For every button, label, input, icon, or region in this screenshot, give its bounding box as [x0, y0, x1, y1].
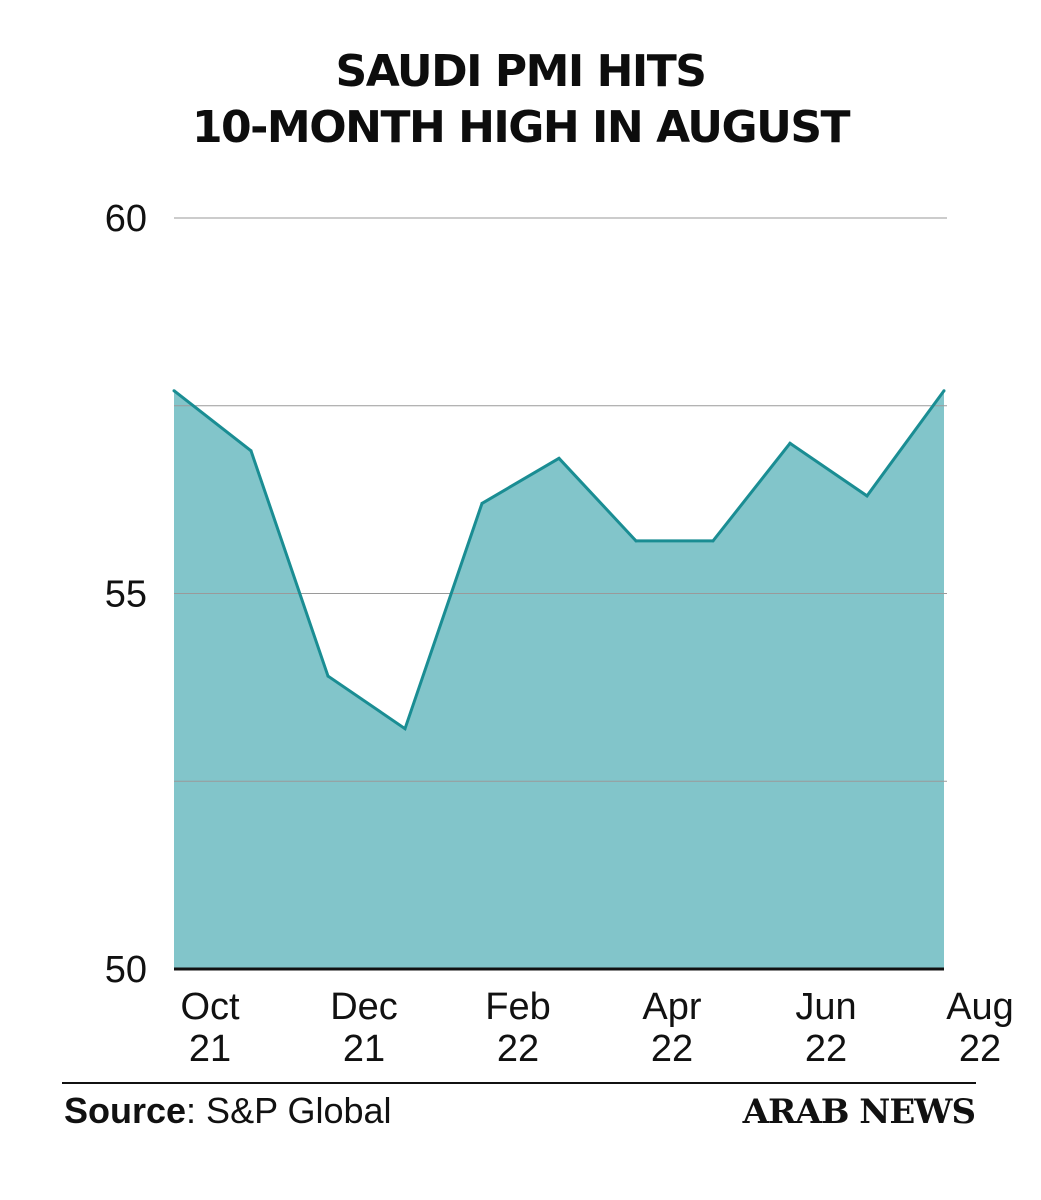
data-point	[249, 449, 253, 453]
x-tick-label-year: 22	[651, 1028, 693, 1070]
x-tick-label-year: 21	[343, 1028, 385, 1070]
x-tick-label-month: Oct	[180, 986, 240, 1028]
source-value: : S&P Global	[186, 1090, 392, 1131]
chart-title: SAUDI PMI HITS 10-MONTH HIGH IN AUGUST	[0, 44, 1041, 156]
title-line-1: SAUDI PMI HITS	[335, 46, 707, 97]
x-tick-label-month: Feb	[485, 986, 550, 1028]
data-point	[480, 501, 484, 505]
area-fill	[174, 390, 944, 969]
x-tick-label-month: Aug	[946, 986, 1014, 1028]
source-label: Source	[64, 1090, 187, 1131]
data-point	[172, 389, 176, 393]
y-tick-label: 50	[105, 949, 147, 991]
x-tick-label-month: Apr	[642, 986, 701, 1028]
y-tick-label: 60	[105, 198, 147, 240]
data-point	[403, 727, 407, 731]
data-point	[326, 674, 330, 678]
arab-news-logo: ARAB NEWS	[742, 1092, 976, 1132]
y-tick-label: 55	[105, 574, 147, 616]
title-line-2: 10-MONTH HIGH IN AUGUST	[191, 102, 851, 153]
x-tick-label-year: 22	[805, 1028, 847, 1070]
x-tick-label-year: 21	[189, 1028, 231, 1070]
x-tick-label-year: 22	[497, 1028, 539, 1070]
data-point	[711, 539, 715, 543]
data-point	[788, 441, 792, 445]
data-point	[557, 456, 561, 460]
data-point	[634, 539, 638, 543]
x-tick-label-month: Jun	[795, 986, 856, 1028]
data-point	[942, 389, 946, 393]
source-divider	[62, 1082, 976, 1084]
x-tick-label-year: 22	[959, 1028, 1001, 1070]
source-note: Source: S&P Global	[64, 1090, 392, 1132]
x-tick-label-month: Dec	[330, 986, 398, 1028]
data-point	[865, 494, 869, 498]
